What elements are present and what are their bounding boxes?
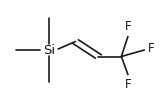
- Text: Si: Si: [43, 44, 55, 56]
- Text: F: F: [125, 78, 131, 92]
- Text: F: F: [148, 42, 154, 56]
- Text: F: F: [125, 20, 131, 32]
